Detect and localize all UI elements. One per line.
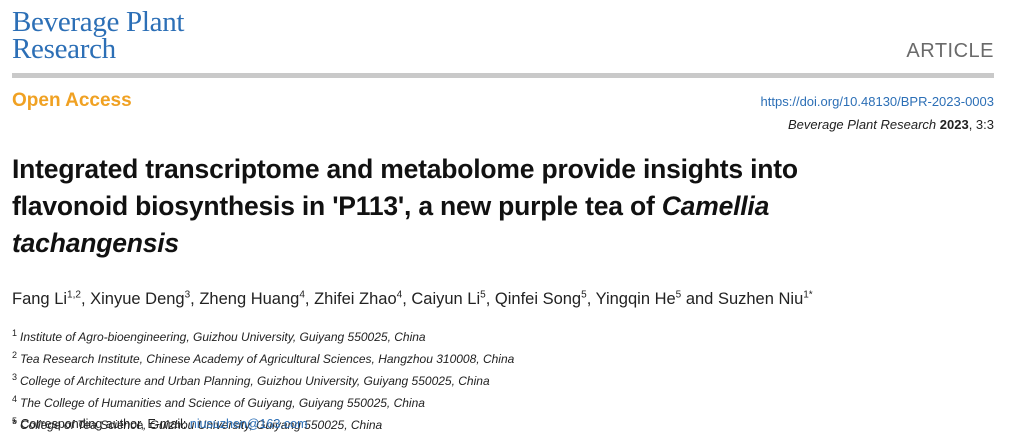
title-genus: Camellia bbox=[661, 191, 770, 221]
author-affiliation-marker: 5 bbox=[675, 289, 682, 301]
affiliation-number: 1 bbox=[12, 328, 18, 338]
article-type-label: ARTICLE bbox=[906, 40, 994, 62]
citation-year: 2023 bbox=[939, 117, 969, 132]
affiliation-item: 1 Institute of Agro-bioengineering, Guizh… bbox=[12, 324, 514, 346]
corresponding-label: * Corresponding author, E-mail: bbox=[12, 417, 190, 431]
corresponding-email-link[interactable]: niusuzhen@163.com bbox=[189, 417, 308, 431]
journal-logo: Beverage Plant Research bbox=[12, 6, 185, 65]
affiliation-number: 2 bbox=[12, 350, 18, 360]
author-name: Yingqin He bbox=[595, 290, 676, 308]
affiliation-item: 4 The College of Humanities and Science o… bbox=[12, 390, 514, 412]
title-species: tachangensis bbox=[12, 228, 179, 258]
affiliation-number: 4 bbox=[12, 394, 18, 404]
journal-logo-line2: Research bbox=[12, 33, 116, 65]
corresponding-author: * Corresponding author, E-mail: niusuzhe… bbox=[12, 417, 308, 431]
citation-journal: Beverage Plant Research bbox=[788, 117, 937, 132]
author-list: Fang Li1,2, Xinyue Deng3, Zheng Huang4, … bbox=[12, 289, 813, 308]
affiliation-item: 3 College of Architecture and Urban Plann… bbox=[12, 368, 514, 390]
author-name: Zheng Huang bbox=[199, 290, 300, 308]
article-title: Integrated transcriptome and metabolome … bbox=[12, 151, 992, 262]
header-divider bbox=[12, 73, 994, 78]
open-access-label: Open Access bbox=[12, 90, 132, 111]
citation-volume: , 3:3 bbox=[968, 117, 994, 132]
affiliation-item: 5 College of Tea Science, Guizhou Univers… bbox=[12, 412, 514, 434]
affiliation-item: 2 Tea Research Institute, Chinese Academy… bbox=[12, 346, 514, 368]
affiliation-text: Tea Research Institute, Chinese Academy … bbox=[20, 352, 515, 366]
author-affiliation-marker: 1* bbox=[803, 289, 813, 301]
doi-link[interactable]: https://doi.org/10.48130/BPR-2023-0003 bbox=[760, 94, 994, 109]
author-name: Zhifei Zhao bbox=[314, 290, 397, 308]
affiliation-number: 3 bbox=[12, 372, 18, 382]
author-name: Caiyun Li bbox=[411, 290, 481, 308]
citation: Beverage Plant Research 2023, 3:3 bbox=[788, 117, 994, 132]
author-name: Fang Li bbox=[12, 290, 68, 308]
author-affiliation-marker: 1,2 bbox=[67, 289, 81, 301]
journal-logo-line1: Beverage Plant bbox=[12, 6, 185, 38]
author-affiliation-marker: 4 bbox=[396, 289, 403, 301]
author-affiliation-marker: 5 bbox=[581, 289, 587, 301]
author-name: Qinfei Song bbox=[494, 290, 582, 308]
author-affiliation-marker: 5 bbox=[480, 289, 486, 301]
affiliation-text: College of Architecture and Urban Planni… bbox=[20, 374, 490, 388]
affiliation-text: Institute of Agro-bioengineering, Guizho… bbox=[20, 330, 426, 344]
author-name: Xinyue Deng bbox=[90, 290, 185, 308]
affiliation-number: 5 bbox=[12, 416, 18, 426]
affiliation-text: College of Tea Science, Guizhou Universi… bbox=[20, 418, 383, 432]
affiliation-list: 1 Institute of Agro-bioengineering, Guizh… bbox=[12, 324, 514, 434]
title-line2: flavonoid biosynthesis in 'P113', a new … bbox=[12, 191, 662, 221]
affiliation-text: The College of Humanities and Science of… bbox=[20, 396, 425, 410]
author-name: Suzhen Niu bbox=[717, 290, 804, 308]
title-line1: Integrated transcriptome and metabolome … bbox=[12, 154, 798, 184]
author-affiliation-marker: 4 bbox=[299, 289, 305, 301]
author-affiliation-marker: 3 bbox=[184, 289, 191, 301]
